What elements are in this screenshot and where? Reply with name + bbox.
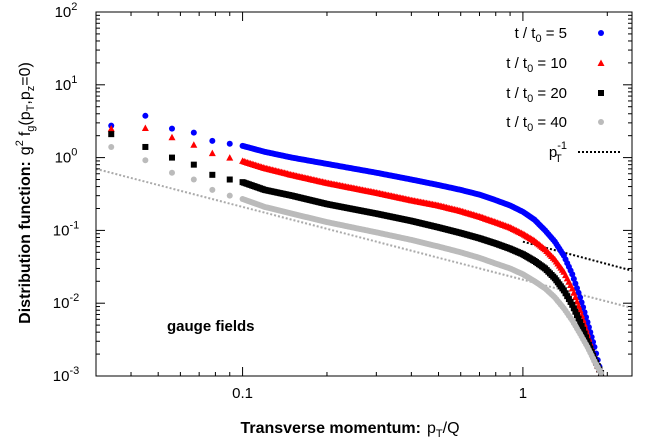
data-point [570, 305, 577, 312]
data-point [572, 308, 579, 315]
data-point [569, 271, 576, 278]
x-tick-label: 1 [519, 385, 527, 402]
legend-marker [598, 119, 604, 125]
data-point [209, 171, 216, 178]
y-axis-g-exp: 2 [14, 140, 26, 146]
y-tick-base: 10 [55, 77, 72, 94]
data-point [583, 314, 590, 321]
x-axis-title: Transverse momentum: pT/Q [240, 420, 459, 440]
data-point [209, 137, 216, 144]
legend-label: t / t0 = 5 [515, 25, 567, 45]
legend: t / t0 = 5 t / t0 = 10 t / t0 = 20 t / t0 =… [506, 25, 622, 165]
y-tick-exp: -2 [69, 292, 79, 304]
data-point [581, 330, 588, 337]
data-point [572, 280, 579, 287]
y-tick-base: 10 [55, 4, 72, 21]
y-tick-base: 10 [53, 222, 70, 239]
y-tick-exp: 0 [71, 147, 77, 159]
data-point [226, 192, 233, 199]
y-axis-arg-t: T [25, 104, 37, 111]
data-point [598, 369, 605, 376]
y-tick-exp: -3 [69, 365, 79, 377]
legend-label-reference: p-1 T [549, 140, 567, 165]
x-axis-var: p [427, 420, 436, 437]
data-point [190, 129, 197, 136]
data-point [226, 154, 234, 161]
data-point [583, 334, 590, 341]
data-point [168, 154, 175, 161]
data-point [578, 322, 585, 329]
data-point [575, 289, 582, 296]
data-point [142, 112, 149, 119]
reference-line-1 [522, 240, 633, 272]
y-axis-title: Distribution function:g2fg(pT,pz=0) [14, 62, 37, 324]
y-tick-label: 101 [55, 74, 78, 94]
y-axis-f: f [17, 131, 34, 136]
data-point [142, 143, 149, 150]
y-tick-base: 10 [53, 295, 70, 312]
y-tick-exp: 2 [71, 1, 77, 13]
y-axis-f-sub: g [25, 126, 37, 132]
series-1 [108, 112, 605, 376]
legend-marker [598, 90, 604, 96]
data-point [168, 133, 176, 141]
legend-label: t / t0 = 40 [506, 114, 567, 134]
y-tick-label: 100 [55, 147, 78, 167]
data-point [142, 157, 149, 164]
data-point [190, 176, 197, 183]
legend-label: t / t0 = 20 [506, 85, 567, 105]
data-point [581, 309, 588, 316]
y-tick-label: 102 [55, 1, 78, 21]
y-tick-exp: 1 [71, 74, 77, 86]
y-axis-title-bold: Distribution function: [17, 161, 34, 324]
data-point [226, 140, 233, 147]
legend-marker [597, 59, 605, 66]
x-axis-title-bold: Transverse momentum: [240, 420, 421, 437]
data-point [190, 161, 197, 168]
data-point [141, 124, 149, 132]
data-point [573, 312, 580, 319]
data-point [577, 319, 584, 326]
y-tick-exp: -1 [69, 219, 79, 231]
y-axis-arg-z: z [25, 86, 37, 92]
data-point [209, 186, 216, 193]
data-point [569, 301, 576, 308]
data-point [577, 294, 584, 301]
data-point [107, 125, 115, 132]
y-tick-label: 10-2 [53, 292, 79, 312]
data-point [168, 125, 175, 132]
y-axis-g: g [17, 146, 34, 155]
y-tick-base: 10 [53, 368, 70, 385]
data-point [570, 275, 577, 282]
data-point [108, 131, 115, 138]
y-axis-end: =0) [17, 62, 34, 86]
plot-marks [95, 112, 633, 376]
legend-marker [598, 30, 604, 36]
plot-frame [95, 11, 633, 377]
data-point [108, 143, 115, 150]
data-point [190, 141, 198, 148]
y-tick-base: 10 [55, 150, 72, 167]
series-2 [107, 124, 605, 376]
series-4 [108, 143, 605, 376]
x-axis-rest: /Q [443, 420, 460, 437]
data-point [580, 326, 587, 333]
data-point [575, 315, 582, 322]
y-axis-mid: ,p [17, 91, 34, 104]
data-point [226, 176, 233, 183]
annotation-gauge-fields: gauge fields [167, 318, 255, 335]
x-axis-var-sub: T [436, 428, 443, 440]
data-point [573, 285, 580, 292]
legend-label: t / t0 = 10 [506, 55, 567, 75]
x-tick-label: 0.1 [232, 385, 253, 402]
y-tick-label: 10-1 [53, 219, 79, 239]
data-point [208, 149, 216, 157]
y-axis-args: (p [17, 111, 34, 125]
y-tick-label: 10-3 [53, 365, 79, 385]
data-point [168, 169, 175, 176]
